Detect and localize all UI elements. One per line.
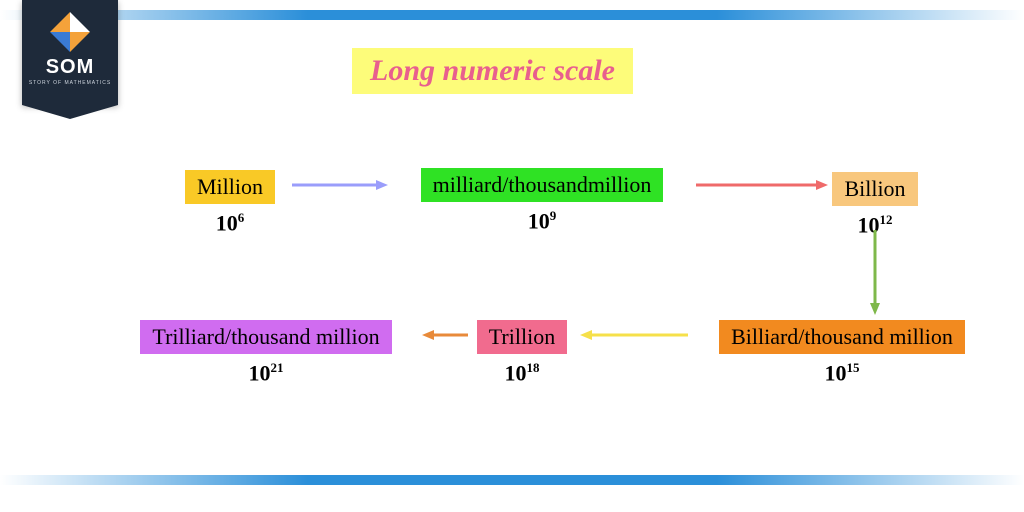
node-milliard: milliard/thousandmillion 109 [392,168,692,234]
arrowhead-billiard-trillion [580,330,592,340]
bottom-bar [0,475,1024,485]
arrowhead-million-milliard [376,180,388,190]
node-million-label: Million [185,170,275,204]
logo-badge: SOM STORY OF MATHEMATICS [22,0,118,105]
logo-text: SOM [22,56,118,79]
arrowhead-billion-billiard [870,303,880,315]
node-billiard-label: Billiard/thousand million [719,320,965,354]
node-million: Million 106 [175,170,285,236]
node-milliard-power: 109 [392,208,692,234]
arrowhead-milliard-billion [816,180,828,190]
arrowhead-trillion-trilliard [422,330,434,340]
node-trillion-power: 1018 [472,360,572,386]
node-billion-power: 1012 [832,212,918,238]
node-billiard: Billiard/thousand million 1015 [692,320,992,386]
node-billion: Billion 1012 [832,172,918,238]
node-milliard-label: milliard/thousandmillion [421,168,664,202]
node-trilliard-label: Trilliard/thousand million [140,320,391,354]
node-million-power: 106 [175,210,285,236]
top-bar [0,10,1024,20]
diagram-title: Long numeric scale [352,48,633,94]
logo-subtext: STORY OF MATHEMATICS [22,80,118,86]
node-billion-label: Billion [832,172,917,206]
node-billiard-power: 1015 [692,360,992,386]
node-trillion: Trillion 1018 [472,320,572,386]
node-trilliard: Trilliard/thousand million 1021 [116,320,416,386]
logo-mark-icon [50,12,90,52]
node-trillion-label: Trillion [477,320,567,354]
node-trilliard-power: 1021 [116,360,416,386]
